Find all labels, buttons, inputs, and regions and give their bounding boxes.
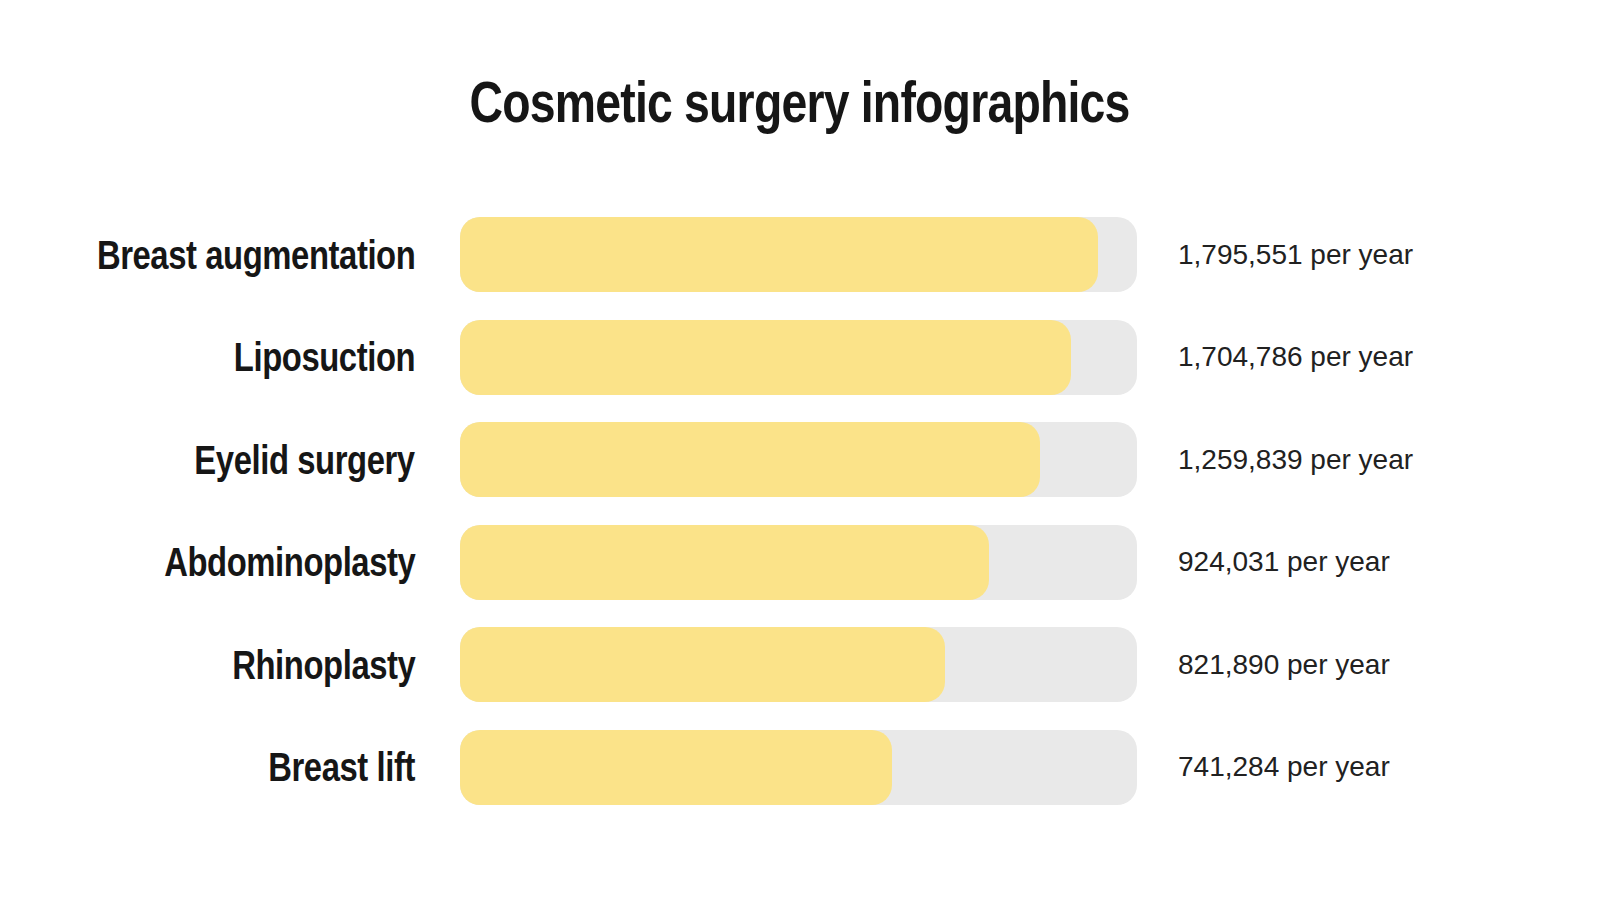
bar-label-text: Rhinoplasty [232, 645, 415, 685]
bar-row: Breast lift 741,284 per year [0, 730, 1600, 805]
bar-track [460, 730, 1137, 805]
bar-track [460, 525, 1137, 600]
bar-row: Abdominoplasty 924,031 per year [0, 525, 1600, 600]
bar-fill [460, 422, 1040, 497]
bar-value: 741,284 per year [1178, 751, 1390, 783]
bar-row: Eyelid surgery 1,259,839 per year [0, 422, 1600, 497]
bar-label: Breast augmentation [0, 235, 415, 275]
bar-fill [460, 320, 1071, 395]
bar-track [460, 320, 1137, 395]
bar-row: Breast augmentation 1,795,551 per year [0, 217, 1600, 292]
bar-track [460, 217, 1137, 292]
infographic-page: Cosmetic surgery infographics Breast aug… [0, 0, 1600, 900]
page-title-text: Cosmetic surgery infographics [470, 64, 1130, 139]
bar-value: 1,704,786 per year [1178, 341, 1413, 373]
bar-track [460, 422, 1137, 497]
bar-fill [460, 730, 892, 805]
bar-fill [460, 627, 945, 702]
bar-chart: Breast augmentation 1,795,551 per year L… [0, 217, 1600, 805]
bar-label-text: Breast lift [268, 747, 415, 787]
bar-label: Breast lift [0, 747, 415, 787]
bar-value: 924,031 per year [1178, 546, 1390, 578]
page-title: Cosmetic surgery infographics [0, 64, 1600, 139]
bar-label-text: Breast augmentation [97, 235, 415, 275]
bar-fill [460, 217, 1098, 292]
bar-label: Eyelid surgery [0, 440, 415, 480]
bar-label-text: Eyelid surgery [195, 440, 415, 480]
bar-fill [460, 525, 989, 600]
bar-track [460, 627, 1137, 702]
bar-label: Rhinoplasty [0, 645, 415, 685]
bar-value: 1,795,551 per year [1178, 239, 1413, 271]
bar-row: Rhinoplasty 821,890 per year [0, 627, 1600, 702]
bar-label: Abdominoplasty [0, 542, 415, 582]
bar-label-text: Abdominoplasty [164, 542, 415, 582]
bar-label-text: Liposuction [234, 337, 415, 377]
bar-value: 821,890 per year [1178, 649, 1390, 681]
bar-label: Liposuction [0, 337, 415, 377]
bar-value: 1,259,839 per year [1178, 444, 1413, 476]
bar-row: Liposuction 1,704,786 per year [0, 320, 1600, 395]
